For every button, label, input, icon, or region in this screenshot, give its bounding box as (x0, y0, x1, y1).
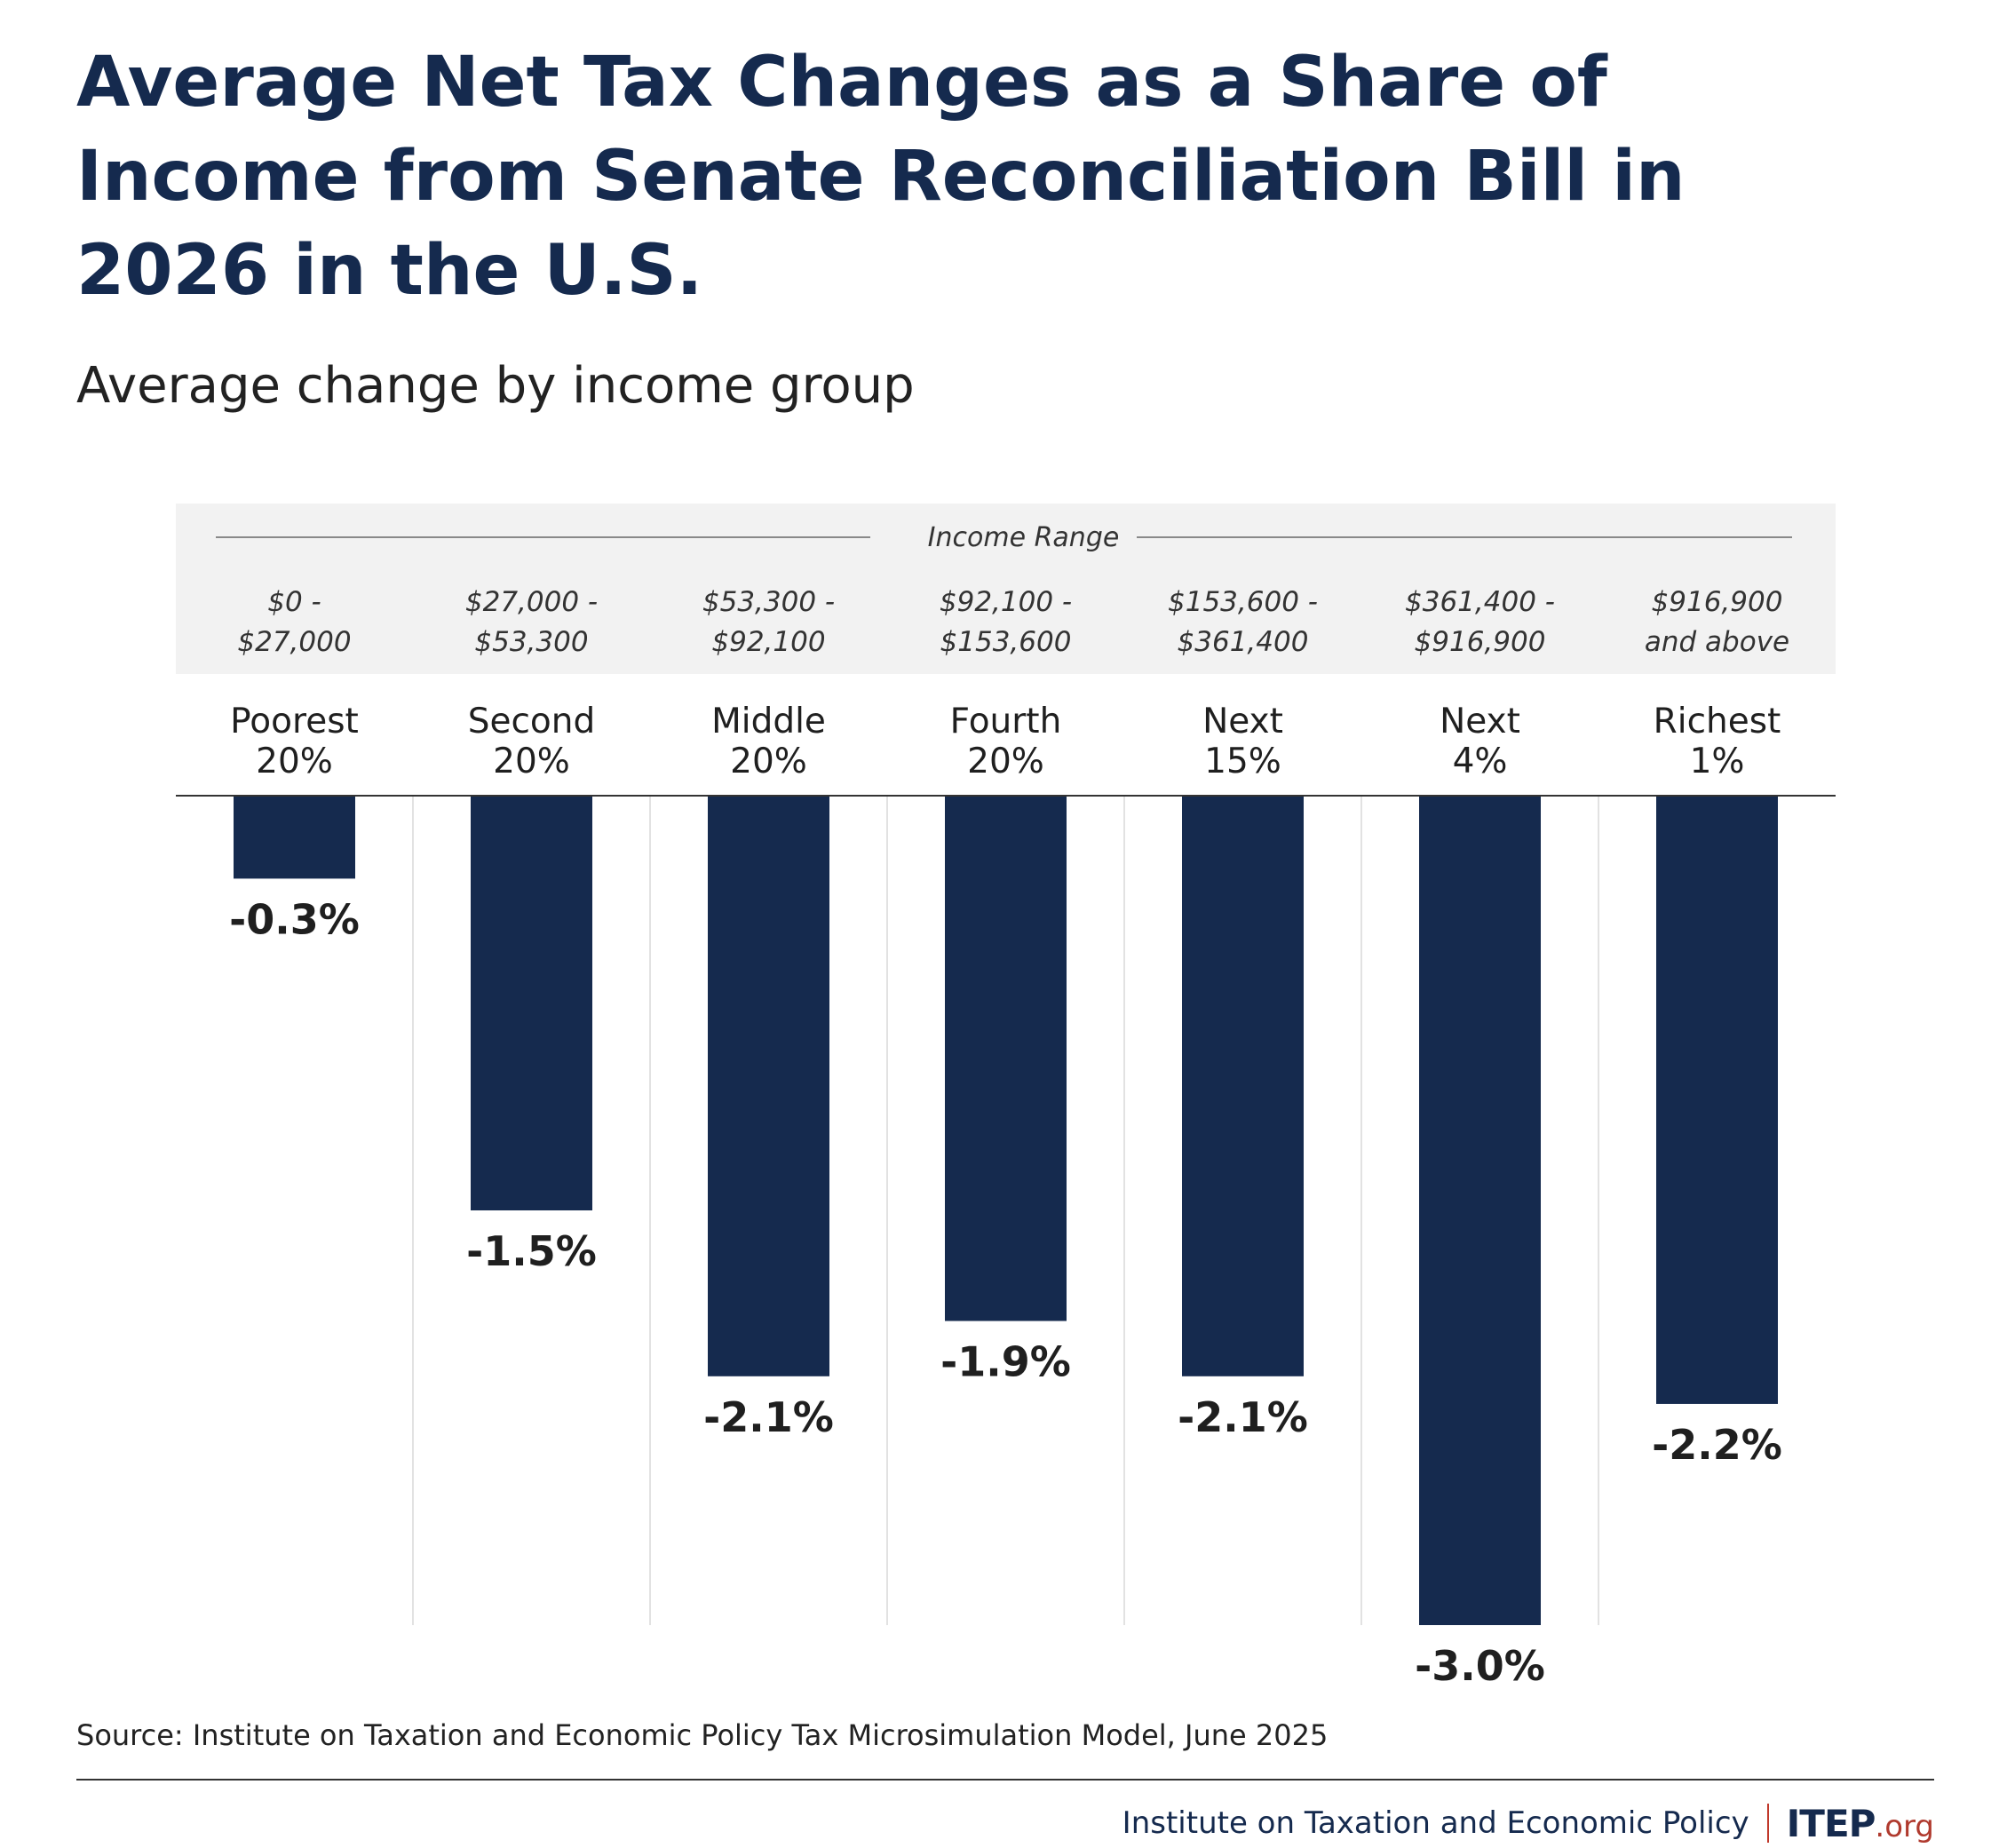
logo-main: ITEP (1786, 1801, 1876, 1845)
footer: Institute on Taxation and Economic Polic… (1122, 1798, 1934, 1848)
income-range-tick-label: $53,300 (474, 626, 588, 658)
category-tick-label: 20% (256, 742, 333, 781)
category-tick-label: 20% (730, 742, 807, 781)
category-tick-label: Richest (1654, 702, 1781, 742)
chart-subtitle: Average change by income group (76, 357, 915, 415)
category-tick-label: Poorest (230, 702, 359, 742)
footer-divider (76, 1779, 1934, 1781)
chart-title-line: Average Net Tax Changes as a Share of (76, 43, 1607, 123)
bar-value-label: -2.1% (1178, 1393, 1308, 1441)
income-range-tick-label: $92,100 (711, 626, 825, 658)
category-tick-label: Second (468, 702, 596, 742)
category-tick-label: Middle (711, 702, 826, 742)
bar-value-label: -1.5% (466, 1227, 597, 1275)
category-tick-label: Next (1440, 702, 1520, 742)
bar (1419, 796, 1541, 1625)
category-tick-label: 20% (493, 742, 570, 781)
bar-value-label: -1.9% (940, 1338, 1071, 1386)
income-range-tick-label: $0 - (267, 586, 321, 618)
income-range-tick-label: and above (1645, 626, 1789, 658)
footer-separator (1766, 1804, 1769, 1843)
bar-chart: Income Range$0 -$27,000Poorest20%-0.3%$2… (176, 504, 1836, 1690)
chart-title-line: 2026 in the U.S. (76, 231, 703, 311)
income-range-tick-label: $92,100 - (940, 586, 1072, 618)
category-tick-label: 15% (1204, 742, 1281, 781)
income-range-tick-label: $361,400 - (1405, 586, 1555, 618)
itep-logo: ITEP.org (1787, 1802, 1934, 1845)
income-range-tick-label: $27,000 (237, 626, 351, 658)
category-tick-label: 20% (967, 742, 1044, 781)
income-range-tick-label: $361,400 (1178, 626, 1309, 658)
chart-title-line: Income from Senate Reconciliation Bill i… (76, 137, 1686, 217)
bar-value-label: -0.3% (229, 895, 360, 943)
logo-suffix: .org (1875, 1808, 1934, 1844)
bar (234, 796, 355, 879)
bar (471, 796, 592, 1210)
category-tick-label: Fourth (950, 702, 1062, 742)
category-tick-label: Next (1202, 702, 1283, 742)
income-range-tick-label: $27,000 - (465, 586, 598, 618)
bar (1182, 796, 1304, 1376)
income-range-tick-label: $153,600 - (1168, 586, 1318, 618)
category-tick-label: 4% (1453, 742, 1508, 781)
income-range-tick-label: $916,900 (1415, 626, 1546, 658)
category-tick-label: 1% (1690, 742, 1745, 781)
footer-org-name: Institute on Taxation and Economic Polic… (1122, 1805, 1749, 1841)
income-range-tick-label: $53,300 - (702, 586, 835, 618)
source-note: Source: Institute on Taxation and Econom… (76, 1718, 1329, 1752)
bar-value-label: -2.2% (1652, 1421, 1782, 1469)
income-range-tick-label: $916,900 (1652, 586, 1783, 618)
income-range-label: Income Range (928, 522, 1120, 553)
bar (945, 796, 1067, 1321)
bar (708, 796, 829, 1376)
income-range-tick-label: $153,600 (940, 626, 1072, 658)
chart-title: Average Net Tax Changes as a Share of In… (76, 36, 1852, 318)
bar-value-label: -2.1% (703, 1393, 834, 1441)
bar-value-label: -3.0% (1415, 1642, 1545, 1690)
bar (1656, 796, 1778, 1404)
income-range-header (176, 504, 1836, 674)
